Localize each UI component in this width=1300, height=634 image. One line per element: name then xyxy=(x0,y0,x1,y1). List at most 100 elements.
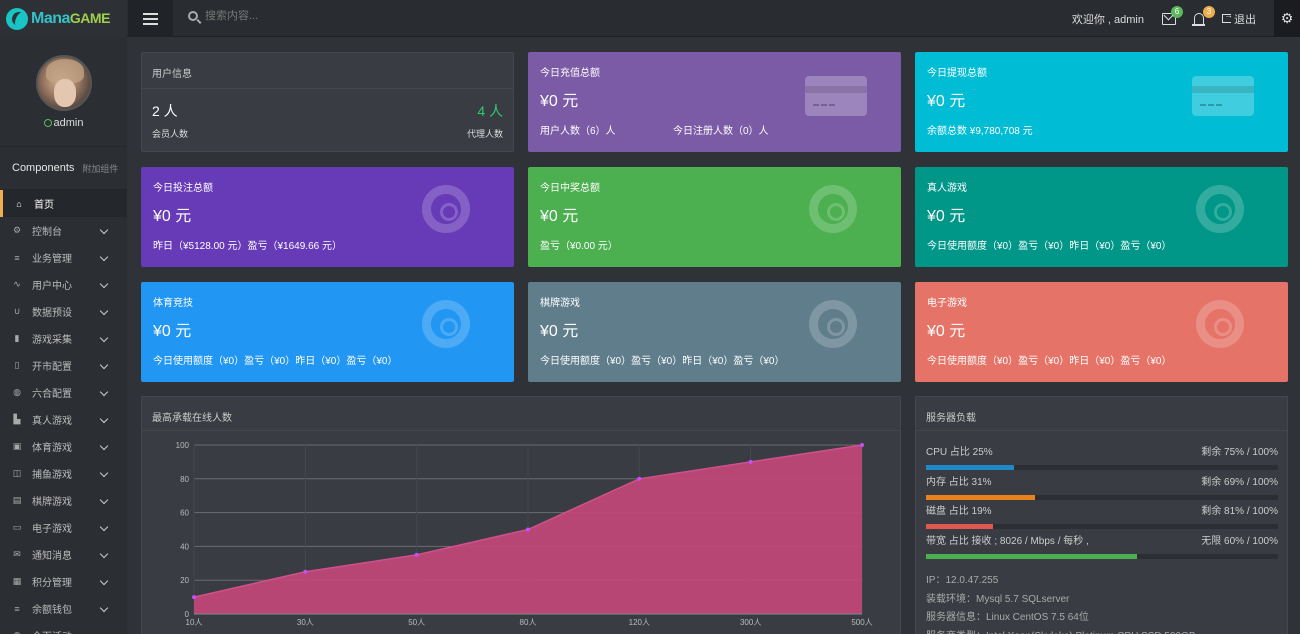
settings-gear-button[interactable]: ⚙ xyxy=(1274,0,1300,37)
book-icon: ▮ xyxy=(14,333,20,343)
sidebar-item-9[interactable]: ▣ 体育游戏 xyxy=(0,433,127,460)
chevron-down-icon xyxy=(99,333,109,343)
sidebar-item-label: 棋牌游戏 xyxy=(32,497,72,508)
stat-card-7[interactable]: 电子游戏 ¥0 元今日使用额度（¥0）盈亏（¥0）昨日（¥0）盈亏（¥0） xyxy=(915,282,1288,382)
load-progress-bar xyxy=(926,553,1278,559)
sidebar-item-label: 用户中心 xyxy=(32,281,72,292)
sidebar-item-14[interactable]: ▦ 积分管理 xyxy=(0,568,127,595)
logout-icon xyxy=(1222,10,1233,23)
server-load-row: CPU 占比 25% 剩余 75% / 100% xyxy=(926,443,1278,470)
menu-toggle-button[interactable] xyxy=(128,0,173,37)
y-tick-label: 40 xyxy=(180,542,189,551)
components-subtitle: 附加组件 xyxy=(82,163,119,174)
bell-icon[interactable]: 3 xyxy=(1192,6,1215,26)
card-subtext: 今日使用额度（¥0）盈亏（¥0）昨日（¥0）盈亏（¥0） xyxy=(153,356,398,367)
logout-button[interactable]: 退出 xyxy=(1222,10,1256,27)
sidebar-item-label: 余额钱包 xyxy=(32,605,72,616)
top-bar: ManaGAME 欢迎你 , admin 6 3 退出 ⚙ xyxy=(0,0,1300,37)
x-tick-label: 80人 xyxy=(520,618,537,627)
sidebar-item-13[interactable]: ✉ 通知消息 xyxy=(0,541,127,568)
stat-card-5[interactable]: 体育竞技 ¥0 元今日使用额度（¥0）盈亏（¥0）昨日（¥0）盈亏（¥0） xyxy=(141,282,514,382)
card-subtext-2: 今日注册人数（0）人 xyxy=(673,126,769,137)
sidebar-item-2[interactable]: ≡ 业务管理 xyxy=(0,244,127,271)
card-value: ¥0 元 xyxy=(927,93,966,110)
sidebar-item-16[interactable]: ◍ 全面活动 xyxy=(0,622,127,634)
card-title: 今日中奖总额 xyxy=(540,183,600,194)
x-tick-label: 500人 xyxy=(851,618,872,627)
sidebar-item-5[interactable]: ▮ 游戏采集 xyxy=(0,325,127,352)
sidebar-item-4[interactable]: ∪ 数据预设 xyxy=(0,298,127,325)
data-point xyxy=(192,595,196,600)
card-title: 今日投注总额 xyxy=(153,183,213,194)
chevron-down-icon xyxy=(99,603,109,613)
app-logo[interactable]: ManaGAME xyxy=(0,0,127,37)
lifebuoy-icon xyxy=(1196,185,1244,233)
chevron-down-icon xyxy=(99,468,109,478)
data-point xyxy=(303,569,308,574)
hamburger-icon xyxy=(143,12,158,25)
user-info-title: 用户信息 xyxy=(142,53,513,89)
stat-card-2[interactable]: 今日投注总额 ¥0 元昨日（¥5128.00 元）盈亏（¥1649.66 元） xyxy=(141,167,514,267)
stat-card-3[interactable]: 今日中奖总额 ¥0 元盈亏（¥0.00 元） xyxy=(528,167,901,267)
sidebar-item-7[interactable]: ◍ 六合配置 xyxy=(0,379,127,406)
server-info-line: 服务商类型：Intel Xeon(Skylake) Platinum CPU S… xyxy=(926,627,1196,634)
card-value: ¥0 元 xyxy=(153,323,192,340)
x-tick-label: 50人 xyxy=(408,618,425,627)
sidebar-item-10[interactable]: ◫ 捕鱼游戏 xyxy=(0,460,127,487)
stat-card-6[interactable]: 棋牌游戏 ¥0 元今日使用额度（¥0）盈亏（¥0）昨日（¥0）盈亏（¥0） xyxy=(528,282,901,382)
card-subtext: 昨日（¥5128.00 元）盈亏（¥1649.66 元） xyxy=(153,241,342,252)
card-title: 真人游戏 xyxy=(927,183,967,194)
card-value: ¥0 元 xyxy=(927,208,966,225)
chevron-down-icon xyxy=(99,252,109,262)
load-remaining: 剩余 75% / 100% xyxy=(1201,447,1278,458)
y-tick-label: 80 xyxy=(180,475,189,484)
sidebar-item-label: 通知消息 xyxy=(32,551,72,562)
data-point xyxy=(748,459,753,464)
sidebar-item-1[interactable]: ⚙ 控制台 xyxy=(0,217,127,244)
chevron-down-icon xyxy=(99,225,109,235)
sidebar-item-6[interactable]: ▯ 开市配置 xyxy=(0,352,127,379)
mail-icon[interactable]: 6 xyxy=(1162,5,1183,25)
card-value: ¥0 元 xyxy=(540,323,579,340)
sidebar-item-label: 数据预设 xyxy=(32,308,72,319)
sidebar-item-0[interactable]: ⌂ 首页 xyxy=(0,190,127,217)
stat-card-4[interactable]: 真人游戏 ¥0 元今日使用额度（¥0）盈亏（¥0）昨日（¥0）盈亏（¥0） xyxy=(915,167,1288,267)
sidebar-item-12[interactable]: ▭ 电子游戏 xyxy=(0,514,127,541)
card-title: 电子游戏 xyxy=(927,298,967,309)
chevron-down-icon xyxy=(99,549,109,559)
main-content: 用户信息 2 人 会员人数 4 人 代理人数 今日充值总额 ¥0 元用户人数（6）… xyxy=(127,37,1300,634)
agent-count: 4 人 xyxy=(477,103,503,119)
server-info-line: 服务器信息：Linux CentOS 7.5 64位 xyxy=(926,612,1089,623)
notify-badge: 3 xyxy=(1203,6,1215,18)
server-load-row: 内存 占比 31% 剩余 69% / 100% xyxy=(926,473,1278,500)
sidebar-item-label: 积分管理 xyxy=(32,578,72,589)
server-load-panel: 服务器负载 CPU 占比 25% 剩余 75% / 100% 内存 占比 31% 剩余… xyxy=(915,396,1288,634)
list-icon: ≡ xyxy=(14,603,20,614)
stat-card-0[interactable]: 今日充值总额 ¥0 元用户人数（6）人 今日注册人数（0）人 xyxy=(528,52,901,152)
components-header: Components 附加组件 xyxy=(0,147,127,190)
load-progress-fill xyxy=(926,465,1014,470)
avatar[interactable] xyxy=(35,55,92,111)
data-point xyxy=(860,443,864,447)
search-icon xyxy=(188,11,198,21)
logo-text: ManaGAME xyxy=(31,9,110,27)
components-title: Components xyxy=(12,162,75,174)
sidebar-item-label: 开市配置 xyxy=(32,362,72,373)
load-progress-fill xyxy=(926,524,993,529)
search-input[interactable] xyxy=(205,10,405,22)
card-subtext: 今日使用额度（¥0）盈亏（¥0）昨日（¥0）盈亏（¥0） xyxy=(540,356,785,367)
card-title: 棋牌游戏 xyxy=(540,298,580,309)
stat-card-1[interactable]: 今日提现总额 ¥0 元余额总数 ¥9,780,708 元 xyxy=(915,52,1288,152)
clipboard-icon: ▯ xyxy=(14,360,20,370)
chevron-down-icon xyxy=(99,441,109,451)
sidebar-item-15[interactable]: ≡ 余额钱包 xyxy=(0,595,127,622)
data-point xyxy=(526,527,530,532)
sidebar-item-11[interactable]: ▤ 棋牌游戏 xyxy=(0,487,127,514)
card-subtext: 今日使用额度（¥0）盈亏（¥0）昨日（¥0）盈亏（¥0） xyxy=(927,356,1172,367)
mail-badge: 6 xyxy=(1171,5,1183,18)
load-label: CPU 占比 25% xyxy=(926,447,993,458)
card-title: 今日提现总额 xyxy=(927,68,987,79)
sidebar-item-8[interactable]: ▙ 真人游戏 xyxy=(0,406,127,433)
card-value: ¥0 元 xyxy=(540,208,579,225)
sidebar-item-3[interactable]: ∿ 用户中心 xyxy=(0,271,127,298)
